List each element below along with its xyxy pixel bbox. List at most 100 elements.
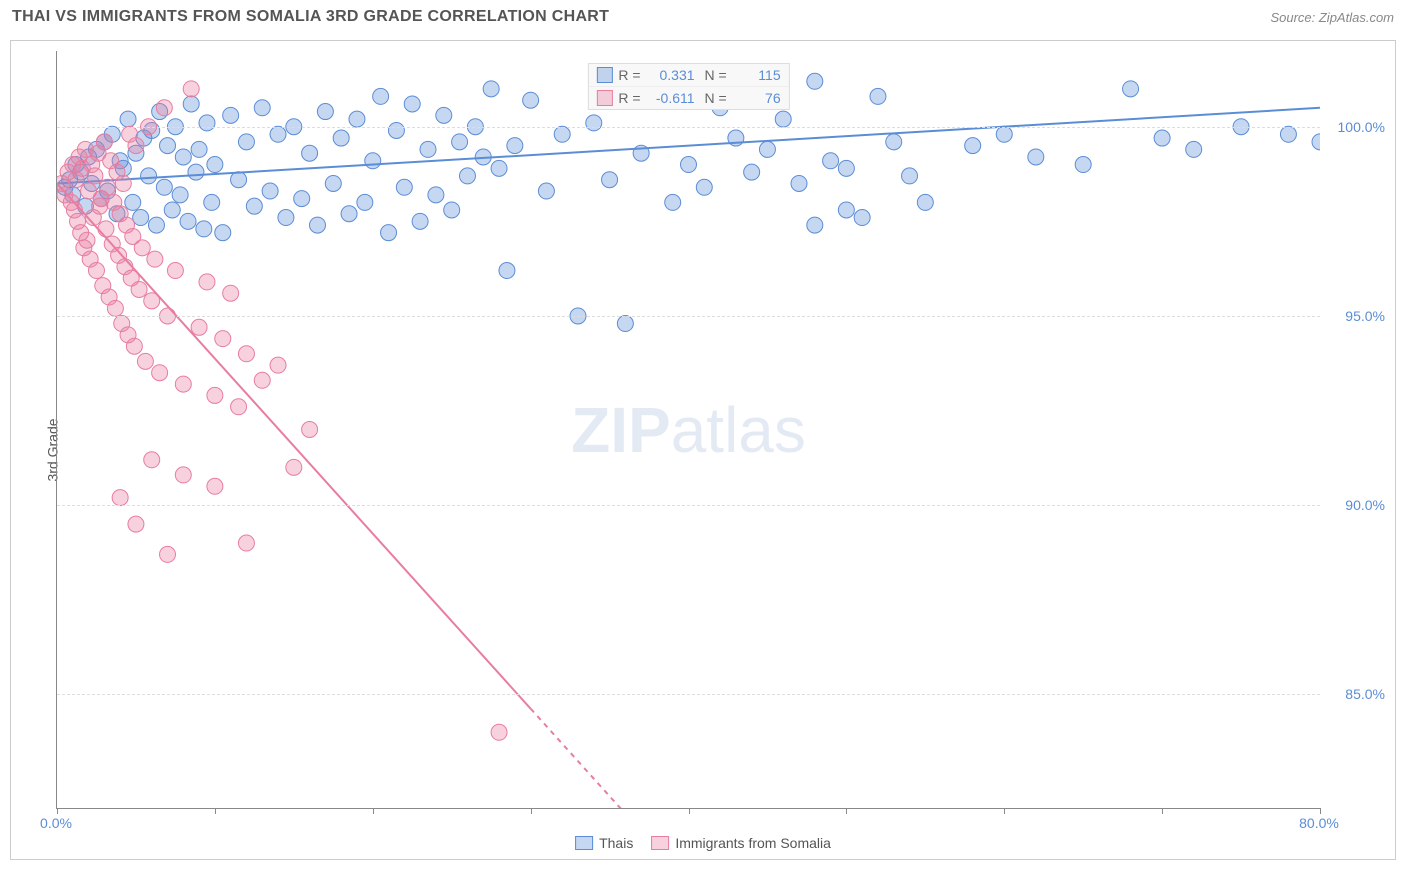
data-point (823, 153, 839, 169)
data-point (365, 153, 381, 169)
data-point (586, 115, 602, 131)
n-value: 115 (733, 67, 781, 83)
data-point (77, 198, 93, 214)
x-tick (846, 808, 847, 814)
chart-header: THAI VS IMMIGRANTS FROM SOMALIA 3RD GRAD… (0, 0, 1406, 30)
data-point (196, 221, 212, 237)
data-point (57, 179, 73, 195)
data-point (60, 164, 76, 180)
x-tick (57, 808, 58, 814)
data-point (491, 724, 507, 740)
data-point (444, 202, 460, 218)
data-point (254, 372, 270, 388)
data-point (309, 217, 325, 233)
data-point (117, 259, 133, 275)
data-point (180, 213, 196, 229)
data-point (148, 217, 164, 233)
data-point (191, 319, 207, 335)
data-point (1312, 134, 1320, 150)
data-point (160, 546, 176, 562)
data-point (854, 210, 870, 226)
data-point (791, 175, 807, 191)
data-point (144, 122, 160, 138)
data-point (133, 210, 149, 226)
data-point (452, 134, 468, 150)
data-point (74, 160, 90, 176)
data-point (84, 157, 100, 173)
data-point (172, 187, 188, 203)
data-point (112, 490, 128, 506)
data-point (412, 213, 428, 229)
data-point (665, 194, 681, 210)
data-point (82, 251, 98, 267)
data-point (204, 194, 220, 210)
data-point (122, 126, 138, 142)
legend-item: Thais (575, 835, 633, 851)
data-point (77, 141, 93, 157)
data-point (436, 107, 452, 123)
x-tick (215, 808, 216, 814)
data-point (118, 217, 134, 233)
gridline (57, 694, 1320, 695)
data-point (183, 96, 199, 112)
data-point (538, 183, 554, 199)
data-point (807, 217, 823, 233)
data-point (128, 145, 144, 161)
data-point (114, 316, 130, 332)
data-point (65, 187, 81, 203)
data-point (93, 191, 109, 207)
data-point (349, 111, 365, 127)
data-point (759, 141, 775, 157)
legend-swatch (596, 67, 612, 83)
data-point (112, 206, 128, 222)
data-point (115, 175, 131, 191)
data-point (63, 194, 79, 210)
data-point (696, 179, 712, 195)
data-point (57, 187, 73, 203)
y-tick-label: 85.0% (1345, 686, 1385, 702)
data-point (98, 221, 114, 237)
data-point (141, 168, 157, 184)
r-value: -0.611 (647, 90, 695, 106)
data-point (902, 168, 918, 184)
data-point (1186, 141, 1202, 157)
x-tick (373, 808, 374, 814)
data-point (238, 535, 254, 551)
data-point (1280, 126, 1296, 142)
data-point (617, 316, 633, 332)
data-point (126, 338, 142, 354)
n-label: N = (701, 90, 727, 106)
data-point (199, 115, 215, 131)
y-tick-label: 90.0% (1345, 497, 1385, 513)
data-point (103, 153, 119, 169)
data-point (104, 126, 120, 142)
data-point (156, 100, 172, 116)
data-point (152, 365, 168, 381)
data-point (188, 164, 204, 180)
data-point (1028, 149, 1044, 165)
data-point (223, 285, 239, 301)
watermark-light: atlas (671, 394, 806, 466)
data-point (109, 206, 125, 222)
data-point (744, 164, 760, 180)
x-tick (689, 808, 690, 814)
data-point (71, 149, 87, 165)
data-point (302, 422, 318, 438)
data-point (388, 122, 404, 138)
data-point (191, 141, 207, 157)
x-tick (1004, 808, 1005, 814)
data-point (79, 232, 95, 248)
data-point (333, 130, 349, 146)
legend-swatch (575, 836, 593, 850)
data-point (420, 141, 436, 157)
data-point (238, 134, 254, 150)
data-point (357, 194, 373, 210)
data-point (459, 168, 475, 184)
chart-source: Source: ZipAtlas.com (1270, 10, 1394, 25)
data-point (996, 126, 1012, 142)
data-point (152, 104, 168, 120)
data-point (104, 236, 120, 252)
data-point (120, 111, 136, 127)
data-point (246, 198, 262, 214)
chart-title: THAI VS IMMIGRANTS FROM SOMALIA 3RD GRAD… (12, 8, 609, 26)
